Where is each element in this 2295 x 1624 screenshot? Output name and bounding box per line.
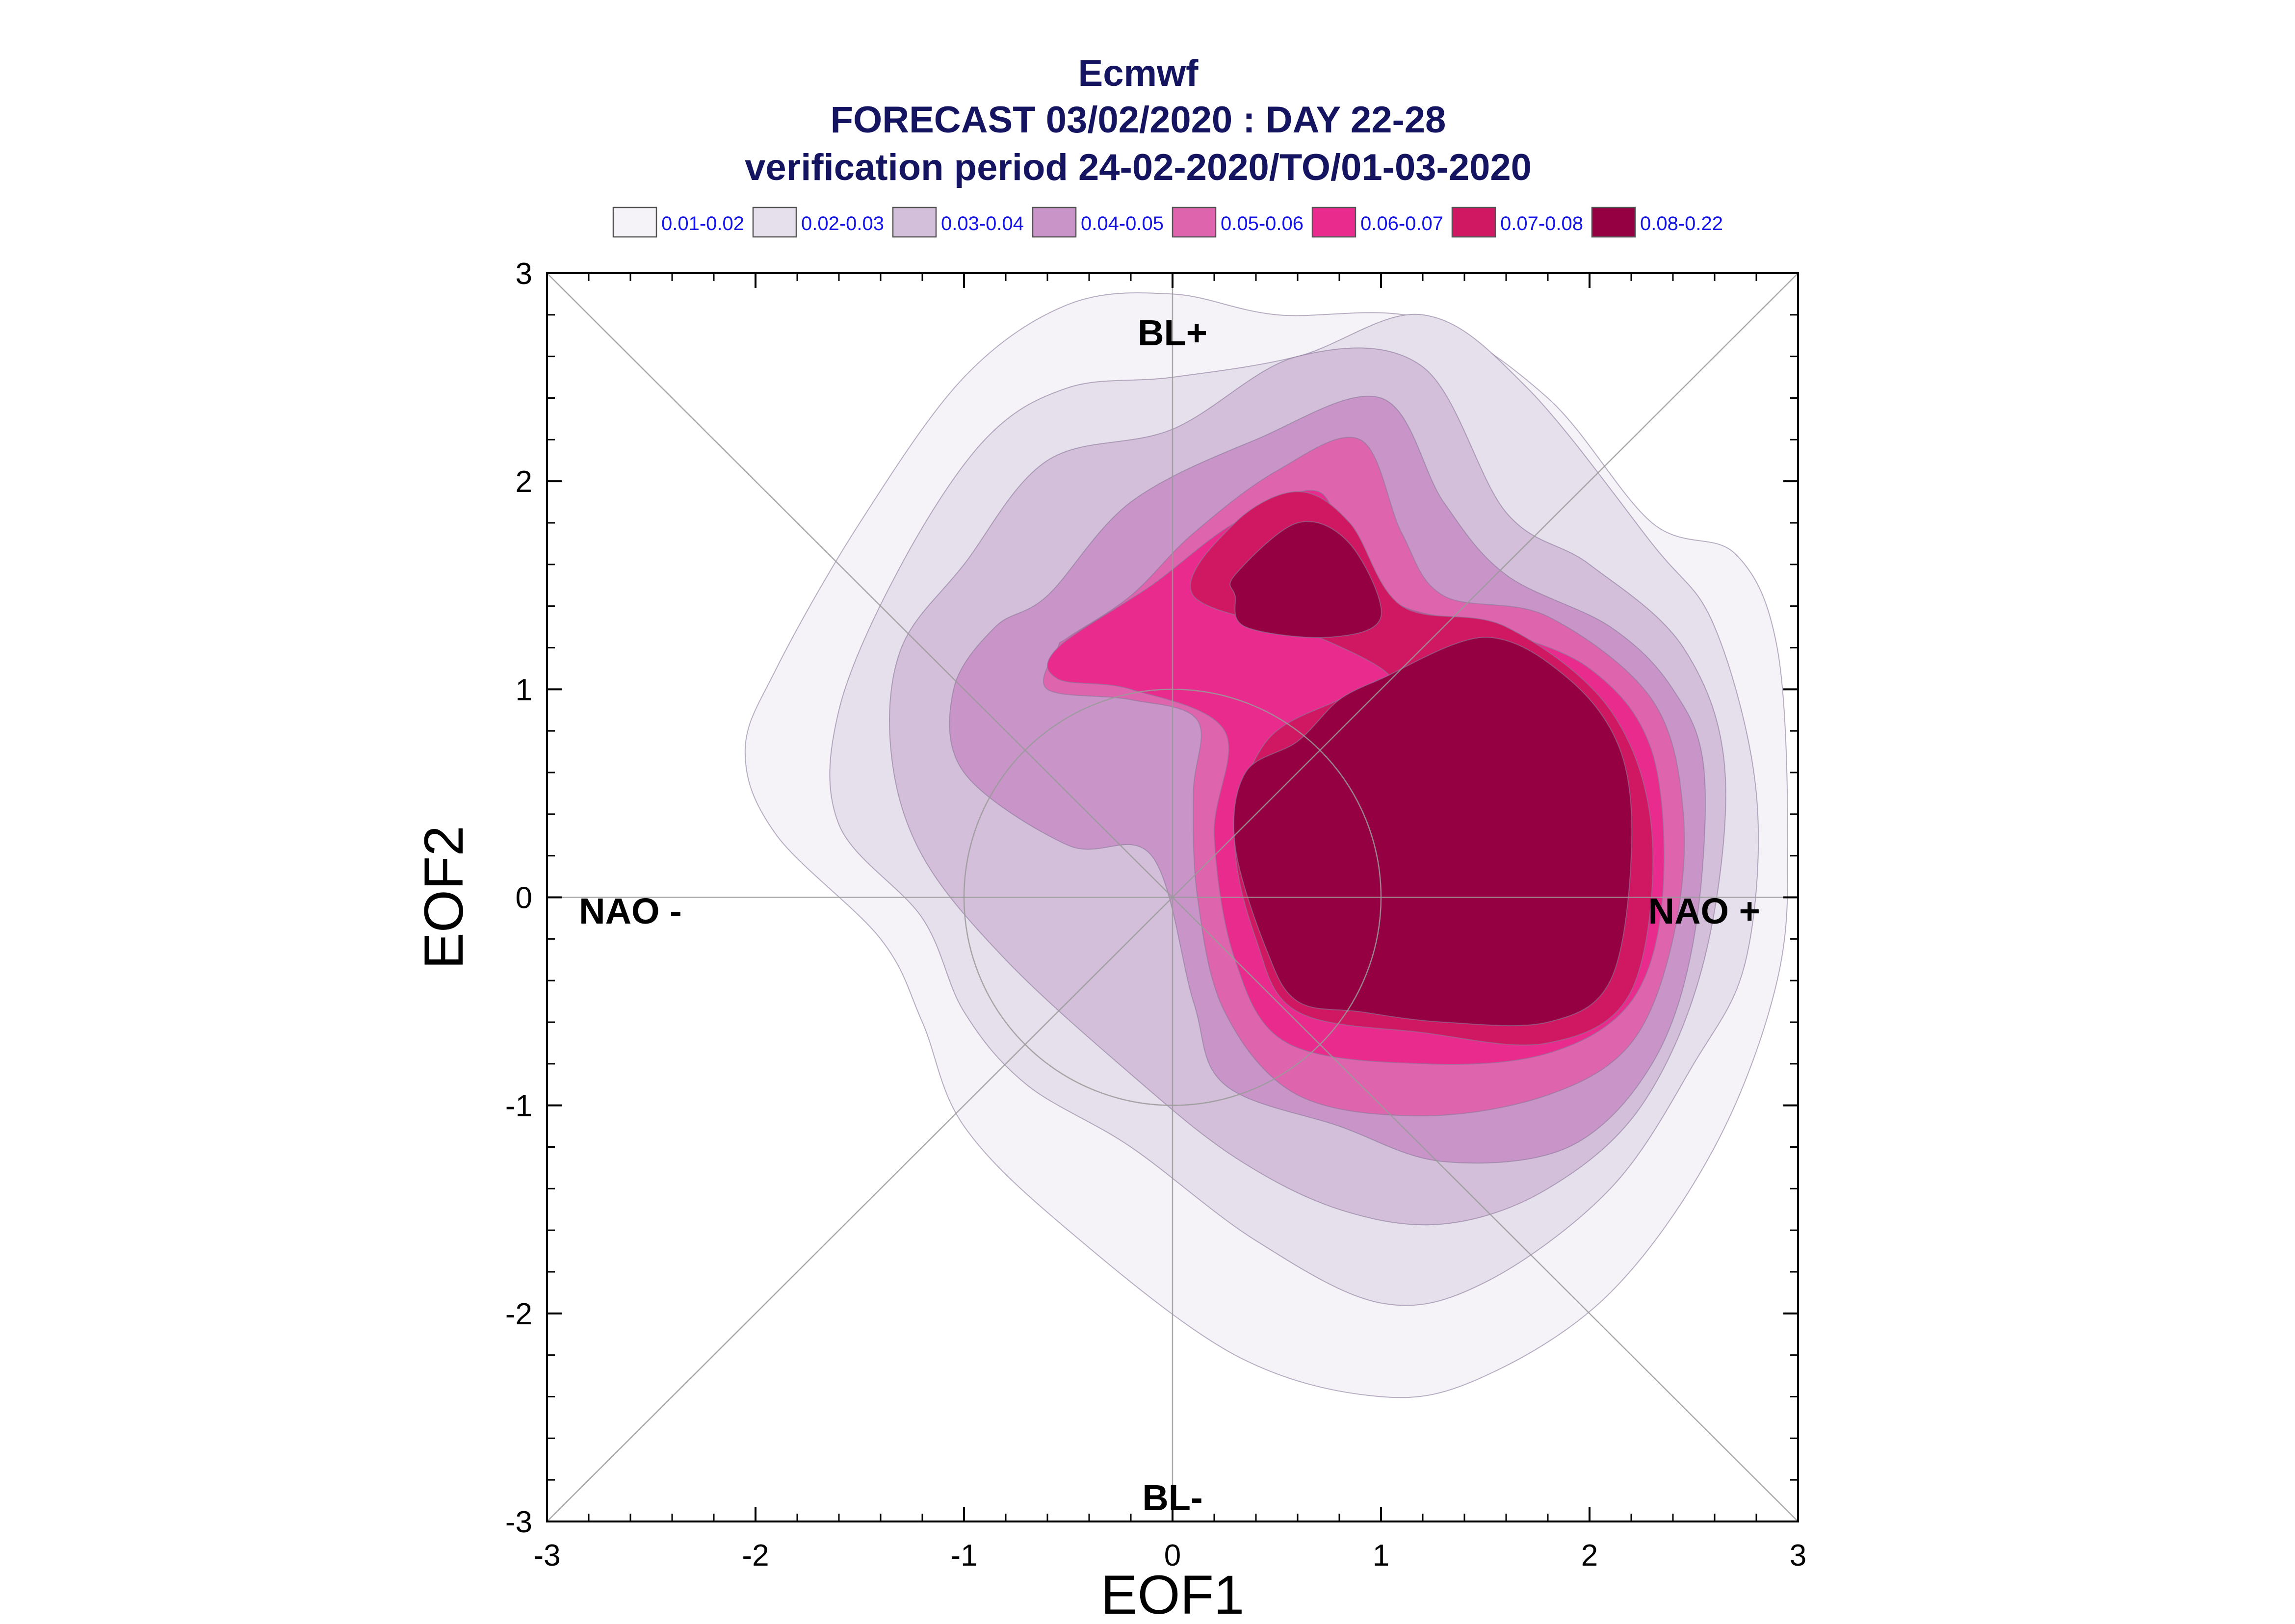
legend-swatch <box>752 206 797 238</box>
y-tick-label: 2 <box>516 465 532 499</box>
legend-label: 0.05-0.06 <box>1221 213 1304 234</box>
legend-swatch <box>1591 206 1636 238</box>
legend-label: 0.08-0.22 <box>1640 213 1723 234</box>
y-tick-label: -3 <box>505 1505 532 1539</box>
legend-swatch <box>612 206 657 238</box>
legend: 0.01-0.02 0.02-0.03 0.03-0.04 0.04-0.05 0.05… <box>612 206 1723 238</box>
x-tick-label: 0 <box>1164 1539 1181 1572</box>
y-tick-label: -1 <box>505 1089 532 1123</box>
axis-ticks: -3 -2 -1 0 1 2 3 -3 -2 -1 0 1 2 3 <box>505 257 1806 1572</box>
diagonal-line-2 <box>547 273 1798 1521</box>
y-axis-title: EOF2 <box>413 825 474 969</box>
legend-swatch <box>1172 206 1217 238</box>
legend-label: 0.06-0.07 <box>1360 213 1443 234</box>
chart-title-line-1: Ecmwf <box>1078 52 1199 94</box>
y-tick-label: 1 <box>516 673 532 707</box>
legend-swatch <box>892 206 937 238</box>
regime-labels: BL+BL-NAO - NAO + <box>579 312 1760 1518</box>
regime-label-3: NAO - <box>579 891 682 931</box>
legend-label: 0.04-0.05 <box>1081 213 1164 234</box>
regime-label-1: BL+ <box>1138 312 1207 353</box>
x-tick-label: 1 <box>1373 1539 1389 1572</box>
legend-swatch <box>1451 206 1496 238</box>
regime-label-4: NAO + <box>1648 891 1760 931</box>
chart-title: Ecmwf FORECAST 03/02/2020 : DAY 22-28 ve… <box>745 52 1532 188</box>
y-tick-label: -2 <box>505 1297 532 1331</box>
x-tick-label: -3 <box>533 1539 560 1572</box>
legend-label: 0.03-0.04 <box>941 213 1024 234</box>
legend-label: 0.07-0.08 <box>1500 213 1583 234</box>
legend-swatch <box>1311 206 1356 238</box>
reference-lines <box>547 273 1798 1521</box>
x-tick-label: 2 <box>1581 1539 1598 1572</box>
y-tick-label: 0 <box>516 881 532 915</box>
legend-swatch <box>1032 206 1077 238</box>
legend-label: 0.02-0.03 <box>801 213 884 234</box>
x-tick-label: 3 <box>1790 1539 1806 1572</box>
chart-title-line-2: FORECAST 03/02/2020 : DAY 22-28 <box>831 99 1446 141</box>
y-tick-label: 3 <box>516 257 532 291</box>
density-contours <box>744 292 1788 1398</box>
x-axis-title: EOF1 <box>1101 1564 1245 1624</box>
contour-8 <box>1229 521 1382 638</box>
unit-circle <box>963 689 1382 1106</box>
x-tick-label: -1 <box>950 1539 977 1572</box>
contour-9 <box>1233 637 1633 1027</box>
x-tick-label: -2 <box>742 1539 769 1572</box>
legend-label: 0.01-0.02 <box>661 213 744 234</box>
chart-title-line-3: verification period 24-02-2020/TO/01-03-… <box>745 147 1532 188</box>
